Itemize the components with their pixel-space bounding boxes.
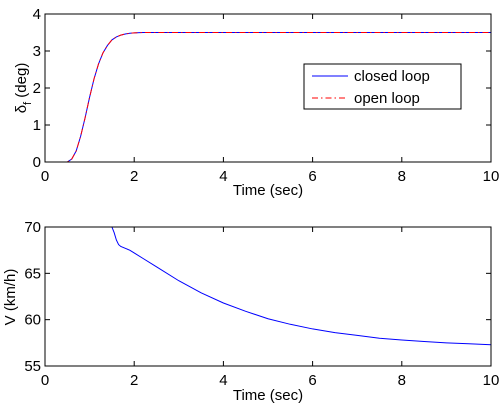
- legend-label-closed-loop: closed loop: [354, 68, 430, 85]
- y-tick-label: 3: [33, 43, 41, 60]
- y-axis-label-unit: (deg): [13, 63, 30, 102]
- y-tick-labels: 0 1 2 3 4: [33, 6, 41, 171]
- y-axis-label-symbol: δ: [13, 105, 30, 113]
- y-tick-labels: 55 60 65 70: [24, 219, 41, 375]
- tick-marks: [44, 226, 492, 367]
- x-tick-labels: 0 2 4 6 8 10: [41, 168, 500, 185]
- x-tick-labels: 0 2 4 6 8 10: [41, 372, 500, 389]
- y-tick-label: 60: [24, 312, 41, 329]
- legend-box: [303, 63, 462, 110]
- x-tick-label: 6: [308, 168, 316, 185]
- y-tick-label: 0: [33, 154, 41, 171]
- series-layer: [45, 226, 492, 346]
- legend-label-open-loop: open loop: [354, 90, 420, 107]
- x-tick-label: 10: [483, 372, 500, 389]
- x-tick-label: 6: [308, 372, 316, 389]
- y-tick-label: 70: [24, 219, 41, 236]
- y-tick-label: 4: [33, 6, 41, 23]
- x-tick-label: 2: [130, 372, 138, 389]
- x-tick-label: 2: [130, 168, 138, 185]
- y-tick-label: 65: [24, 265, 41, 282]
- y-axis-label: V (km/h): [2, 269, 19, 326]
- y-tick-label: 2: [33, 80, 41, 97]
- x-tick-label: 8: [398, 168, 406, 185]
- series-line-velocity: [45, 226, 492, 346]
- x-axis-label: Time (sec): [233, 182, 303, 199]
- y-axis-label-subscript: f: [22, 101, 34, 105]
- tick-marks: [44, 13, 492, 163]
- x-tick-label: 4: [219, 372, 227, 389]
- series-line-open-loop: [45, 32, 491, 163]
- velocity-chart: 0 2 4 6 8 10 55 60 65 70 Time (sec) V (km/h): [2, 219, 499, 404]
- y-tick-label: 55: [24, 358, 41, 375]
- x-axis-label: Time (sec): [233, 387, 303, 404]
- legend: closed loop open loop: [303, 63, 462, 110]
- x-tick-label: 4: [219, 168, 227, 185]
- x-tick-label: 8: [398, 372, 406, 389]
- plot-frame: [44, 226, 492, 367]
- x-tick-label: 10: [483, 168, 500, 185]
- x-tick-label: 0: [41, 168, 49, 185]
- series-layer: [45, 32, 491, 163]
- y-axis-label: δf (deg): [13, 63, 34, 114]
- x-tick-label: 0: [41, 372, 49, 389]
- steering-angle-chart: 0 2 4 6 8 10 0 1 2 3 4 Time (sec) δf (deg) closed…: [13, 6, 499, 199]
- y-tick-label: 1: [33, 117, 41, 134]
